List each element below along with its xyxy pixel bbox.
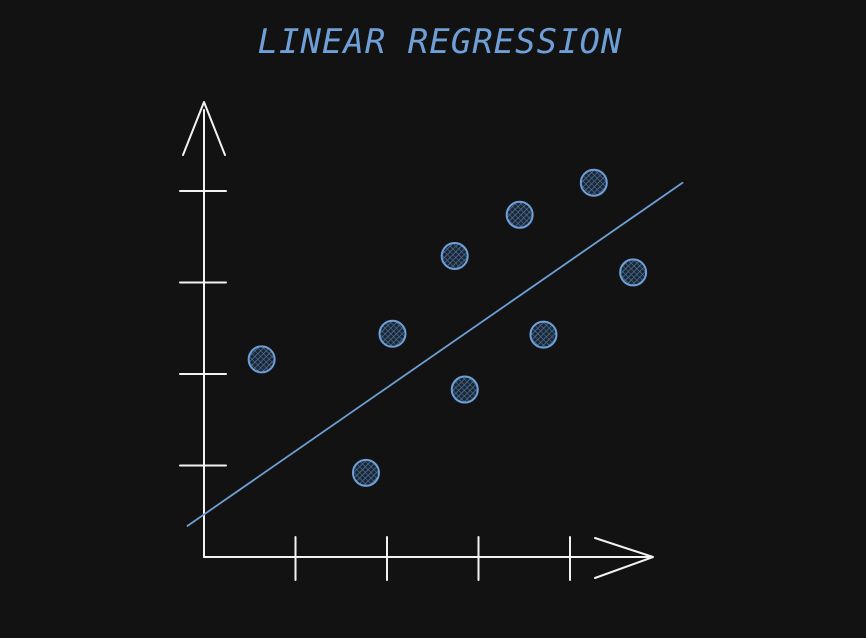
axes: [182, 101, 654, 579]
axis-ticks: [179, 190, 571, 581]
data-point-2: [351, 458, 380, 487]
chart-title: LINEAR REGRESSION: [258, 22, 623, 62]
data-point-7: [529, 320, 558, 349]
data-point-8: [579, 168, 608, 197]
data-point-5: [450, 375, 479, 404]
x-axis-arrow: [594, 537, 654, 579]
data-point-1: [247, 345, 276, 374]
y-axis-arrow: [182, 101, 226, 156]
regression-line: [186, 181, 684, 527]
data-point-6: [505, 200, 534, 229]
data-point-9: [619, 258, 648, 287]
data-point-3: [378, 319, 407, 348]
data-point-4: [440, 241, 469, 270]
data-points: [247, 168, 648, 487]
regression-line-group: [186, 181, 684, 527]
